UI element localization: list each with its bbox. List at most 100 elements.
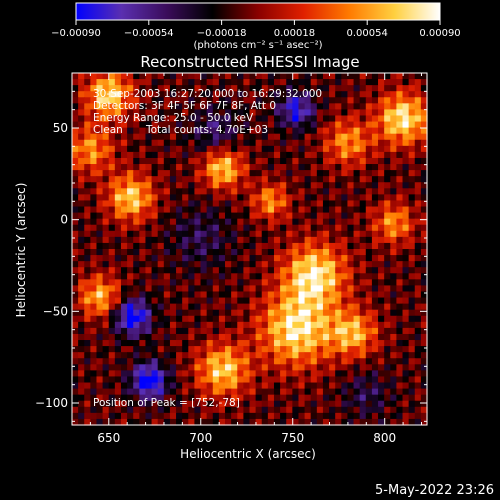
- heatmap-cell: [316, 91, 324, 98]
- heatmap-cell: [163, 285, 171, 293]
- heatmap-cell: [120, 194, 128, 202]
- heatmap-cell: [151, 91, 159, 98]
- heatmap-cell: [157, 157, 165, 165]
- heatmap-cell: [218, 333, 226, 341]
- heatmap-cell: [378, 109, 385, 117]
- heatmap-cell: [329, 218, 336, 226]
- heatmap-cell: [96, 388, 104, 396]
- heatmap-cell: [78, 236, 85, 244]
- heatmap-cell: [157, 224, 165, 232]
- heatmap-cell: [329, 279, 336, 287]
- heatmap-cell: [194, 327, 202, 335]
- heatmap-cell: [322, 194, 330, 202]
- heatmap-cell: [127, 346, 134, 353]
- colorbar-tick-label: −0.00054: [124, 28, 174, 39]
- heatmap-cell: [304, 321, 312, 329]
- heatmap-cell: [151, 340, 159, 347]
- heatmap-cell: [169, 133, 177, 141]
- heatmap-cell: [194, 388, 202, 396]
- heatmap-cell: [102, 352, 110, 359]
- heatmap-cell: [261, 200, 269, 208]
- heatmap-cell: [120, 121, 128, 129]
- heatmap-cell: [347, 412, 355, 420]
- heatmap-cell: [310, 188, 318, 195]
- heatmap-cell: [200, 103, 208, 111]
- heatmap-cell: [316, 285, 324, 293]
- heatmap-cell: [218, 291, 226, 299]
- heatmap-cell: [316, 412, 324, 420]
- heatmap-cell: [273, 151, 281, 159]
- heatmap-cell: [347, 157, 355, 165]
- heatmap-cell: [206, 400, 214, 408]
- heatmap-cell: [384, 121, 391, 129]
- heatmap-cell: [157, 388, 165, 396]
- heatmap-cell: [273, 200, 281, 208]
- heatmap-cell: [322, 91, 330, 98]
- heatmap-cell: [212, 170, 220, 177]
- heatmap-cell: [310, 182, 318, 189]
- footer-date: 5-May-2022 23:26: [375, 483, 494, 498]
- heatmap-cell: [359, 303, 367, 311]
- heatmap-cell: [127, 127, 134, 135]
- heatmap-cell: [280, 412, 287, 420]
- heatmap-cell: [206, 418, 214, 426]
- heatmap-cell: [139, 206, 147, 214]
- heatmap-cell: [169, 394, 177, 402]
- heatmap-cell: [114, 358, 122, 365]
- heatmap-cell: [390, 412, 397, 420]
- heatmap-cell: [243, 121, 251, 129]
- heatmap-cell: [420, 133, 428, 141]
- heatmap-cell: [157, 206, 165, 214]
- heatmap-cell: [396, 346, 404, 353]
- heatmap-cell: [188, 79, 196, 86]
- heatmap-cell: [402, 412, 410, 420]
- heatmap-cell: [151, 188, 159, 195]
- heatmap-cell: [414, 418, 422, 426]
- heatmap-cell: [188, 346, 196, 353]
- heatmap-cell: [78, 297, 85, 305]
- heatmap-cell: [304, 255, 312, 262]
- heatmap-cell: [78, 121, 85, 129]
- heatmap-cell: [267, 97, 275, 104]
- heatmap-cell: [316, 315, 324, 323]
- heatmap-cell: [384, 285, 391, 293]
- heatmap-cell: [78, 200, 85, 208]
- heatmap-cell: [408, 340, 416, 347]
- heatmap-cell: [212, 127, 220, 135]
- heatmap-cell: [102, 73, 110, 80]
- heatmap-cell: [280, 236, 287, 244]
- heatmap-cell: [212, 418, 220, 426]
- heatmap-cell: [402, 224, 410, 232]
- heatmap-cell: [310, 303, 318, 311]
- heatmap-cell: [255, 321, 263, 329]
- heatmap-cell: [286, 151, 293, 159]
- heatmap-cell: [218, 103, 226, 111]
- heatmap-cell: [273, 261, 281, 268]
- heatmap-cell: [322, 218, 330, 226]
- heatmap-cell: [212, 327, 220, 335]
- heatmap-cell: [255, 236, 263, 244]
- heatmap-cell: [371, 176, 379, 183]
- heatmap-cell: [102, 242, 110, 250]
- heatmap-cell: [261, 333, 269, 341]
- heatmap-cell: [90, 170, 98, 177]
- heatmap-cell: [84, 182, 91, 189]
- heatmap-cell: [127, 333, 134, 341]
- heatmap-cell: [420, 79, 428, 86]
- heatmap-cell: [341, 333, 349, 341]
- heatmap-cell: [176, 218, 183, 226]
- heatmap-cell: [402, 370, 410, 378]
- heatmap-cell: [408, 121, 416, 129]
- heatmap-cell: [335, 103, 342, 111]
- heatmap-cell: [72, 212, 79, 220]
- heatmap-cell: [249, 321, 257, 329]
- heatmap-cell: [255, 206, 263, 214]
- heatmap-cell: [114, 212, 122, 220]
- heatmap-cell: [169, 376, 177, 384]
- heatmap-cell: [371, 273, 379, 280]
- heatmap-cell: [322, 133, 330, 141]
- y-tick-label: −50: [43, 304, 68, 318]
- heatmap-cell: [329, 333, 336, 341]
- heatmap-cell: [231, 170, 238, 177]
- heatmap-cell: [347, 370, 355, 378]
